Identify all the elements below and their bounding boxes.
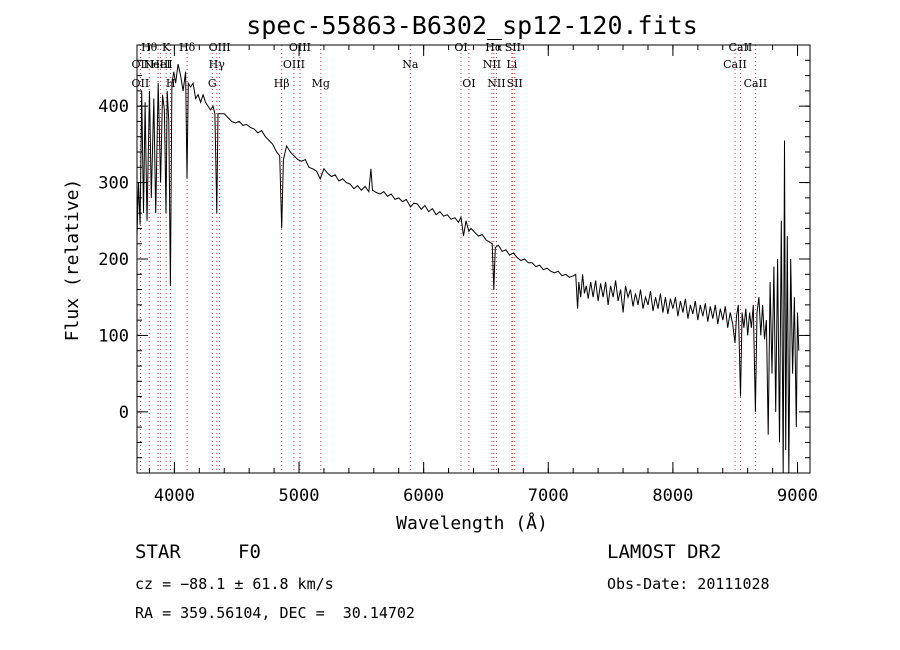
sky-coordinates: RA = 359.56104, DEC = 30.14702 bbox=[135, 604, 415, 622]
plot-frame bbox=[136, 44, 811, 474]
x-tick-label: 8000 bbox=[652, 486, 693, 506]
spectral-line-label: OIII bbox=[283, 58, 305, 71]
redshift-velocity: cz = −88.1 ± 61.8 km/s bbox=[135, 575, 334, 593]
spectral-line-label: OI bbox=[454, 41, 467, 54]
spectral-line-label: CaII bbox=[723, 58, 747, 71]
spectral-line-label: Hγ bbox=[209, 58, 226, 71]
spectral-line-label: OII bbox=[132, 58, 150, 71]
spectral-line-label: Mg bbox=[312, 77, 330, 90]
y-tick-label: 400 bbox=[98, 97, 129, 117]
spectral-line-markers bbox=[139, 45, 756, 473]
object-class: STAR bbox=[135, 541, 181, 563]
observation-date: Obs-Date: 20111028 bbox=[607, 575, 770, 593]
y-axis-label: Flux (relative) bbox=[62, 179, 83, 342]
chart-title: spec-55863-B6302_sp12-120.fits bbox=[246, 11, 698, 40]
spectral-line-label: Li bbox=[506, 58, 517, 71]
spectral-line-label: NII bbox=[483, 58, 501, 71]
y-tick-label: 0 bbox=[119, 403, 129, 423]
spectral-line-labels: Hθ OII OII K HeI H Hδ NeIII OIII Hγ G OIII OIII Hβ Mg N… bbox=[132, 41, 768, 90]
x-tick-label: 4000 bbox=[154, 486, 195, 506]
y-tick-label: 200 bbox=[98, 250, 129, 270]
spectral-line-label: CaII bbox=[744, 77, 768, 90]
spectral-line-label: SII bbox=[505, 41, 521, 54]
spectral-line-label: OIII bbox=[289, 41, 311, 54]
y-tick-label: 100 bbox=[98, 326, 129, 346]
spectral-line-label: OII bbox=[132, 77, 150, 90]
x-axis-label: Wavelength (Å) bbox=[396, 512, 548, 534]
spectral-line-label: Hβ bbox=[274, 77, 290, 90]
spectral-line-label: OIII bbox=[209, 41, 231, 54]
spectral-line-label: SII bbox=[507, 77, 523, 90]
spectral-line-label: K bbox=[162, 41, 171, 54]
spectral-line-label: Hδ bbox=[179, 41, 196, 54]
data-release: LAMOST DR2 bbox=[607, 541, 722, 563]
spectral-line-label: HeI bbox=[150, 58, 170, 71]
x-tick-label: 6000 bbox=[403, 486, 444, 506]
x-tick-label: 5000 bbox=[279, 486, 320, 506]
spectral-line-label: OI bbox=[462, 77, 475, 90]
spectral-line-label: NeIII bbox=[143, 58, 172, 71]
spectral-line-label: Hθ bbox=[141, 41, 158, 54]
y-tick-label: 300 bbox=[98, 174, 129, 194]
spectrum-line bbox=[136, 63, 800, 474]
spectral-line-label: CaII bbox=[729, 41, 753, 54]
spectral-line-label: H bbox=[166, 77, 176, 90]
spectral-line-label: NII bbox=[487, 77, 505, 90]
subclass: F0 bbox=[238, 541, 261, 563]
spectral-line-label: Hα bbox=[485, 41, 503, 54]
axis-ticks: 4000 5000 6000 7000 8000 9000 0 100 200 300 400 bbox=[98, 44, 818, 506]
x-tick-label: 9000 bbox=[777, 486, 818, 506]
x-tick-label: 7000 bbox=[528, 486, 569, 506]
spectral-line-label: Na bbox=[402, 58, 419, 71]
spectral-line-label: G bbox=[208, 77, 217, 90]
